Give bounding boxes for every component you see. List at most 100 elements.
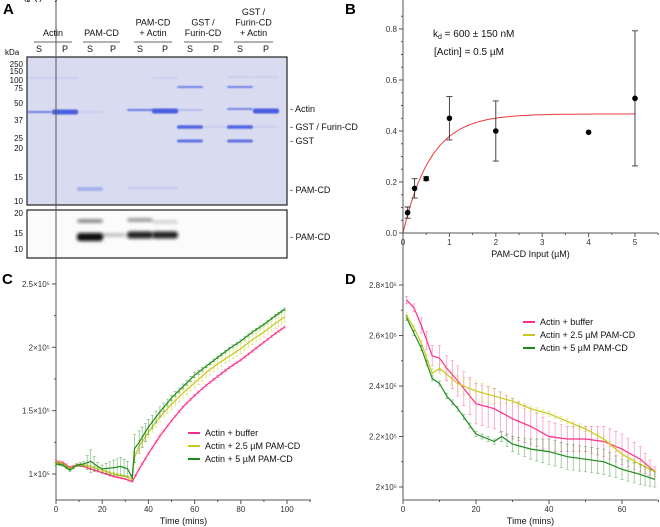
lane-group-label: PAM-CD [84,28,119,38]
blot-kda-marker: 20 [14,209,23,218]
series-line-0 [406,299,656,473]
y-tick-label: 0.2 [386,178,398,187]
protein-band [127,186,153,190]
fit-curve [402,113,635,234]
kda-marker: 100 [10,76,24,85]
x-axis-label: Time (mins) [507,516,554,526]
protein-band [152,186,178,190]
y-tick-label: 2×10⁵ [29,343,50,352]
blot-band [77,219,103,223]
protein-band [52,109,78,115]
data-point [585,129,592,136]
lane-label-p: P [162,44,168,54]
error-bars-series-2 [405,314,657,488]
kd-k: k [433,29,439,40]
x-tick-label: 20 [472,505,481,514]
lane-label-s: S [87,44,93,54]
y-tick-label: 0.8 [386,25,398,34]
data-point [411,185,418,192]
y-tick-label: 2×10⁵ [376,483,397,492]
protein-band [152,108,178,114]
blot-kda-marker: 10 [14,245,23,254]
y-tick-label: 2.2×10⁵ [369,433,397,442]
lane-group-label: + Actin [139,28,166,38]
blot-band [127,231,153,239]
series-line-2 [406,317,656,480]
kda-marker: 150 [10,67,24,76]
kda-marker: 37 [14,116,23,125]
y-tick-label: 2.6×10⁵ [369,332,397,341]
lane-label-s: S [137,44,143,54]
legend-label: Actin + 2.5 µM PAM-CD [205,441,301,451]
data-point [404,209,411,216]
x-tick-label: 3 [540,238,545,247]
y-tick-label: 0.0 [386,229,398,238]
series-line-2 [55,308,286,480]
protein-band [52,77,78,79]
legend-label: Actin + buffer [205,428,258,438]
polymerization-chart: 0 20 40 60 80 100 1×10⁵ 1.5×10⁵ 2×10⁵ 2.5×10⁵ Time… [0,0,311,526]
panel-label-b: B [345,1,356,18]
y-tick-label: 1.5×10⁵ [22,407,50,416]
lane-label-s: S [237,44,243,54]
x-tick-label: 80 [236,505,245,514]
kda-marker: 20 [14,144,23,153]
kda-marker: 10 [14,197,23,206]
kda-marker: 50 [14,99,23,108]
protein-band [77,187,103,191]
blot-band [152,231,178,239]
western-blot [26,209,288,259]
x-tick-label: 5 [633,238,638,247]
lane-group-label: PAM-CD [136,18,171,28]
protein-band [177,109,203,111]
blot-kda-marker: 15 [14,229,23,238]
lane-label-p: P [110,44,116,54]
legend-label: Actin + 5 µM PAM-CD [205,454,293,464]
kd-subscript: d [438,34,442,41]
x-axis-label: Time (mins) [160,516,207,526]
y-tick-label: 0.6 [386,76,398,85]
protein-band [253,76,279,78]
panel-label-d: D [345,271,356,288]
lane-group-label: Actin [43,28,63,38]
blot-band-label: - PAM-CD [290,232,331,242]
y-tick-label: 1×10⁵ [29,470,50,479]
protein-band [127,109,153,111]
protein-band [177,139,203,143]
lane-label-p: P [263,44,269,54]
y-axis-label: Fluorescence intensity (A.U.) [0,0,58,2]
protein-band [177,86,203,88]
protein-band [227,108,253,110]
protein-band [227,86,253,88]
lane-group-label: GST / [191,18,215,28]
lane-group-label: Furin-CD [185,28,222,38]
lane-label-p: P [213,44,219,54]
panel-label-c: C [2,271,13,288]
actin-concentration-annotation: [Actin] = 0.5 µM [434,47,504,58]
kda-marker: 250 [10,60,24,69]
legend-label: Actin + 5 µM PAM-CD [540,343,628,353]
blot-band [77,233,103,241]
y-tick-label: 2.4×10⁵ [369,382,397,391]
protein-band [77,111,103,113]
x-tick-label: 4 [586,238,591,247]
protein-band [253,126,279,128]
y-tick-label: 2.8×10⁵ [369,281,397,290]
kda-marker: 15 [14,173,23,182]
x-tick-label: 40 [545,505,554,514]
protein-band [203,126,229,128]
protein-band [152,77,178,79]
data-point [423,175,430,182]
protein-band [177,125,203,129]
data-point [632,95,638,102]
x-tick-label: 20 [98,505,107,514]
legend-label: Actin + buffer [540,317,593,327]
y-axis-label: Fluorescence intensity (A.U.) [0,0,58,2]
x-tick-label: 1 [447,238,452,247]
kd-value: = 600 ± 150 nM [442,29,514,40]
kd-annotation: kd = 600 ± 150 nM [433,29,514,41]
lane-label-s: S [36,44,42,54]
